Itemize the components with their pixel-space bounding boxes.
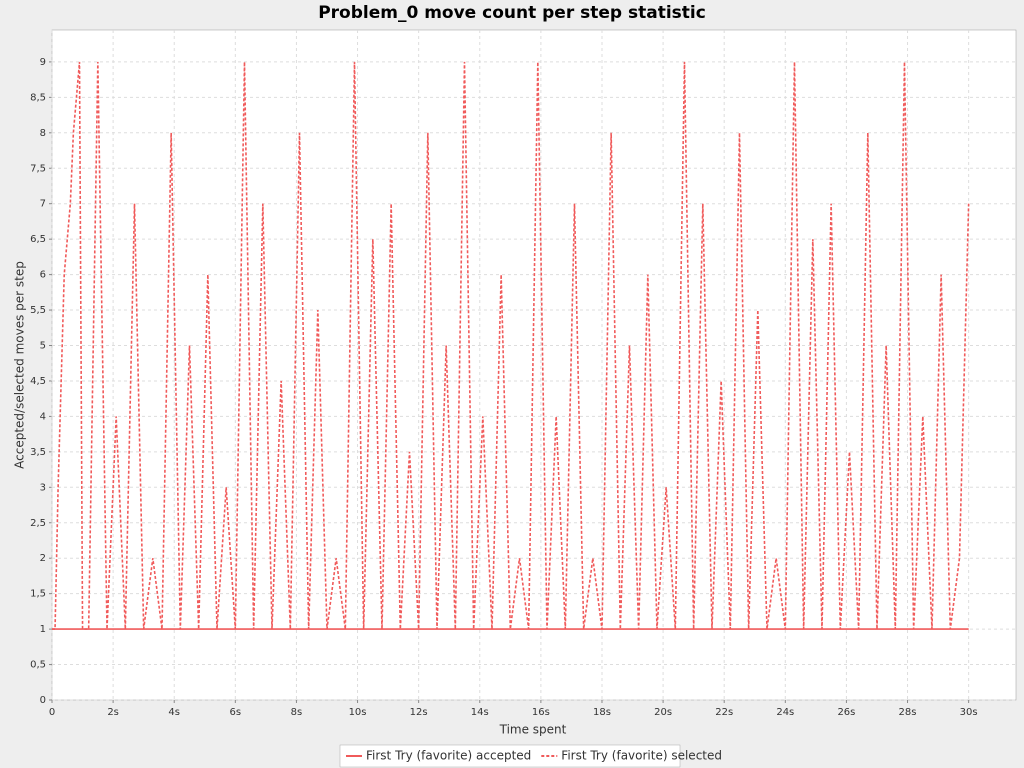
x-tick-label: 6s — [230, 707, 242, 718]
x-tick-label: 20s — [654, 707, 672, 718]
y-tick-label: 3 — [40, 482, 46, 493]
x-tick-label: 2s — [107, 707, 119, 718]
x-axis-label: Time spent — [499, 723, 567, 737]
y-tick-label: 9 — [40, 57, 46, 68]
x-tick-label: 18s — [593, 707, 611, 718]
y-tick-label: 3,5 — [30, 447, 46, 458]
x-tick-label: 24s — [776, 707, 794, 718]
y-tick-label: 2 — [40, 553, 46, 564]
y-tick-label: 1 — [40, 624, 46, 635]
x-tick-label: 30s — [960, 707, 978, 718]
y-tick-label: 6,5 — [30, 234, 46, 245]
y-tick-label: 8 — [40, 128, 46, 139]
x-tick-label: 22s — [715, 707, 733, 718]
y-tick-label: 8,5 — [30, 92, 46, 103]
y-tick-label: 7 — [40, 199, 46, 210]
x-tick-label: 12s — [410, 707, 428, 718]
legend-label: First Try (favorite) selected — [561, 749, 722, 763]
y-tick-label: 4 — [40, 411, 46, 422]
legend — [339, 744, 681, 768]
chart-title: Problem_0 move count per step statistic — [318, 3, 706, 23]
y-axis-label: Accepted/selected moves per step — [13, 261, 27, 469]
series-line — [52, 61, 970, 630]
y-tick-label: 4,5 — [30, 376, 46, 387]
y-tick-label: 2,5 — [30, 518, 46, 529]
legend-label: First Try (favorite) accepted — [366, 749, 531, 763]
y-tick-label: 5 — [40, 341, 46, 352]
x-tick-label: 14s — [471, 707, 489, 718]
x-tick-label: 28s — [899, 707, 917, 718]
y-tick-label: 6 — [40, 270, 46, 281]
plot-area — [51, 29, 1017, 701]
y-tick-label: 7,5 — [30, 163, 46, 174]
x-tick-label: 0 — [49, 707, 55, 718]
x-tick-label: 10s — [349, 707, 367, 718]
y-tick-label: 1,5 — [30, 589, 46, 600]
x-tick-label: 4s — [168, 707, 180, 718]
x-tick-label: 8s — [291, 707, 303, 718]
y-tick-label: 0 — [40, 695, 46, 706]
x-tick-label: 16s — [532, 707, 550, 718]
y-tick-label: 0,5 — [30, 660, 46, 671]
y-tick-label: 5,5 — [30, 305, 46, 316]
x-tick-label: 26s — [837, 707, 855, 718]
